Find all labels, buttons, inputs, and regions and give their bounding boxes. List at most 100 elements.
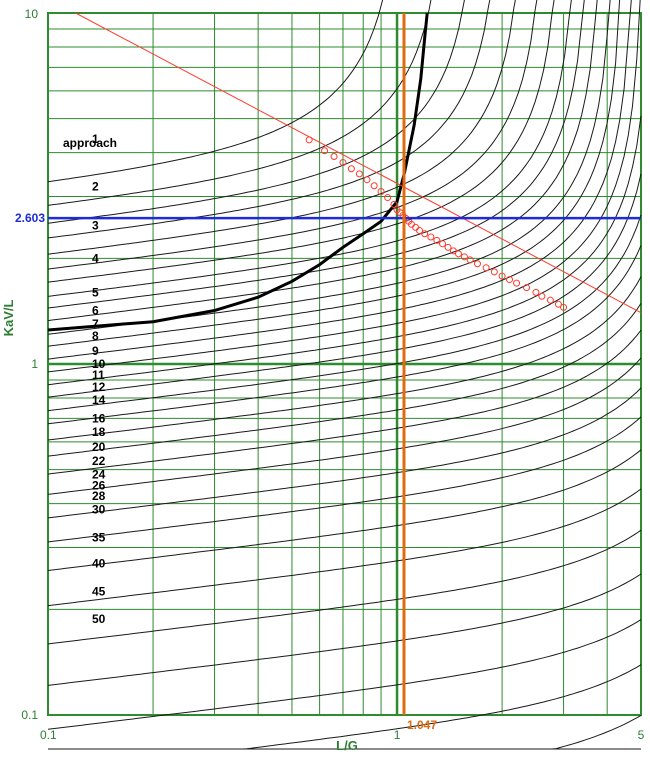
scatter-point — [538, 292, 546, 300]
approach-label: 28 — [92, 489, 106, 503]
approach-label: 14 — [92, 393, 106, 407]
approach-curve — [47, 0, 465, 224]
approach-label: 2 — [92, 180, 99, 194]
scatter-point — [560, 303, 568, 311]
scatter-point — [384, 194, 392, 202]
approach-label: 8 — [92, 329, 99, 343]
scatter-point — [506, 276, 514, 284]
approach-curve — [47, 303, 642, 457]
x-tick-label: 0.1 — [40, 728, 57, 742]
approach-curve — [47, 0, 641, 373]
scatter-point — [416, 227, 424, 235]
approach-curve — [47, 0, 491, 239]
approach-curve — [47, 357, 642, 495]
approach-label: 4 — [92, 251, 99, 265]
y-tick-label: 0.1 — [21, 708, 38, 722]
scatter-point — [377, 188, 385, 196]
scatter-point — [421, 230, 429, 238]
scatter-point — [321, 147, 329, 155]
scatter-point — [305, 136, 313, 144]
approach-curve — [47, 0, 432, 206]
overlay-layer — [48, 12, 642, 715]
scatter-point — [460, 253, 468, 261]
scatter-point — [370, 182, 378, 190]
reference-line — [75, 12, 642, 314]
approach-label: 45 — [92, 584, 106, 598]
scatter-point — [554, 300, 562, 308]
scatter-point — [355, 170, 363, 178]
y-tick-label: 10 — [25, 7, 39, 21]
scatter-point — [513, 279, 521, 287]
scatter-point — [454, 250, 462, 258]
scatter-point — [339, 159, 347, 167]
approach-label: 6 — [92, 304, 99, 318]
approach-label: 40 — [92, 557, 106, 571]
approach-curve — [47, 0, 555, 283]
approach-curve — [47, 0, 384, 183]
operating-curve — [47, 12, 429, 332]
approach-label: 26 — [92, 479, 106, 493]
scatter-point — [363, 176, 371, 184]
scatter-point — [498, 272, 506, 280]
approach-curve — [47, 0, 585, 309]
approach-curve — [47, 173, 642, 398]
approach-label: 9 — [92, 344, 99, 358]
approach-label: 35 — [92, 531, 106, 545]
approach-label: 1 — [92, 132, 99, 146]
approach-curve — [47, 0, 516, 255]
approach-curve — [47, 329, 642, 475]
approach-curve — [47, 0, 632, 360]
approach-curve — [47, 245, 642, 425]
highlight-label-y: 2.603 — [15, 211, 45, 225]
grid-layer — [47, 12, 642, 716]
approach-label: 3 — [92, 219, 99, 233]
approach-curve — [47, 0, 621, 347]
scatter-point — [482, 264, 490, 272]
approach-label: 22 — [92, 454, 106, 468]
approach-label: 10 — [92, 357, 106, 371]
approach-label: 7 — [92, 317, 99, 331]
approach-label: 30 — [92, 503, 106, 517]
approach-curve — [47, 0, 572, 297]
approach-curve — [47, 0, 598, 322]
approach-label: 16 — [92, 411, 106, 425]
scatter-point — [532, 288, 540, 296]
x-tick-label: 5 — [638, 728, 645, 742]
scatter-point — [546, 296, 554, 304]
x-axis-title: L/G — [336, 738, 358, 753]
approach-curve — [47, 573, 642, 686]
scatter-point — [444, 243, 452, 251]
approach-label: 5 — [92, 285, 99, 299]
scatter-point — [330, 153, 338, 161]
approach-curve — [47, 449, 642, 571]
approach-curve — [47, 619, 642, 730]
approach-label: 12 — [92, 380, 106, 394]
approach-curve — [47, 387, 642, 519]
x-tick-label: 1 — [394, 728, 401, 742]
scatter-point — [439, 240, 447, 248]
scatter-point — [427, 233, 435, 241]
y-axis-title: KaV/L — [1, 300, 16, 337]
scatter-point — [466, 256, 474, 264]
approach-label: 18 — [92, 425, 106, 439]
scatter-point — [449, 247, 457, 255]
y-tick-label: 1 — [31, 357, 38, 371]
approach-curve — [47, 214, 642, 412]
curves-layer — [47, 0, 642, 750]
scatter-point — [433, 236, 441, 244]
approach-curve — [47, 276, 642, 441]
scatter-point — [523, 284, 531, 292]
approach-label: 20 — [92, 440, 106, 454]
approach-curve — [47, 0, 538, 270]
scatter-point — [490, 268, 498, 276]
approach-header: approach — [63, 136, 117, 150]
scatter-point — [347, 165, 355, 173]
scatter-point — [473, 260, 481, 268]
scatter-point — [390, 200, 398, 208]
approach-label: 11 — [92, 368, 105, 382]
approach-curve — [47, 416, 642, 543]
approach-curve — [47, 488, 642, 607]
approach-curve — [47, 529, 642, 645]
highlight-label-x: 1.047 — [407, 718, 437, 732]
